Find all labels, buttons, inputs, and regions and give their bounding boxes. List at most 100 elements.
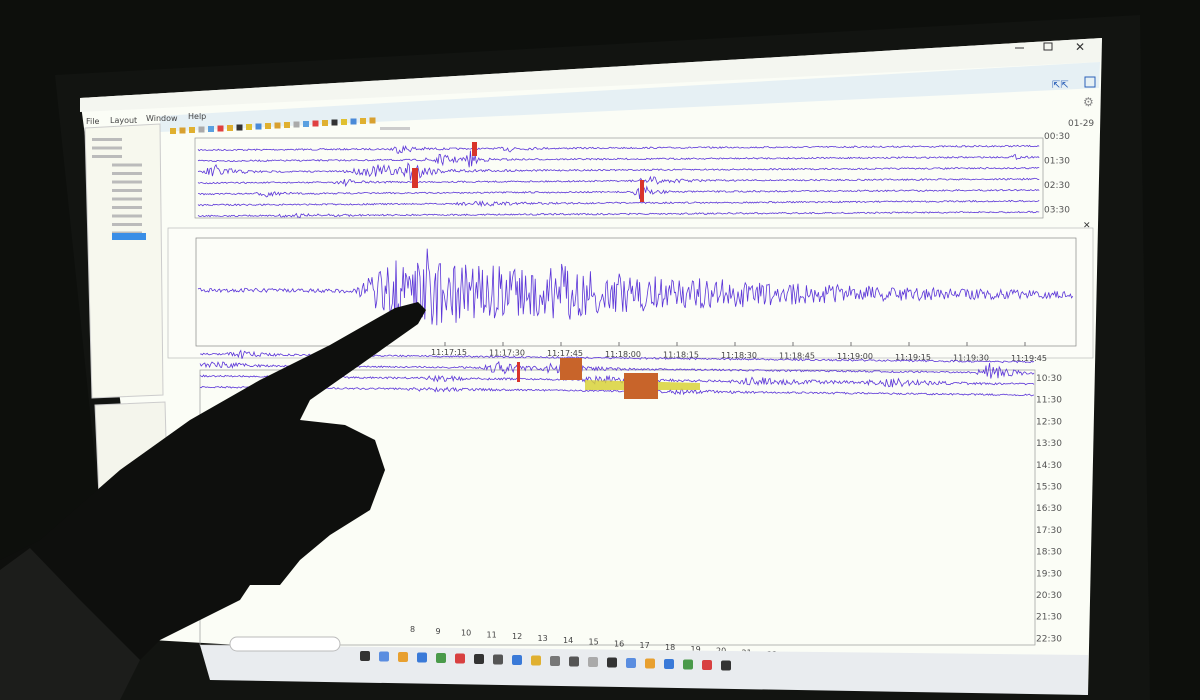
event-pick [517,362,520,382]
station-item[interactable] [112,180,142,184]
minute-tick-label: 11 [487,630,497,639]
toolbar-button[interactable] [341,119,347,125]
toolbar-button[interactable] [236,124,243,131]
toolbar-button[interactable] [198,126,205,133]
minute-tick-label: 12 [512,632,522,641]
toolbar-button[interactable] [369,117,376,124]
minute-tick-label: 14 [563,636,573,645]
taskbar-app-icon[interactable] [493,654,503,665]
tab-bar [160,62,1100,132]
hour-label: 22:30 [1036,634,1062,644]
station-item[interactable] [112,163,142,167]
station-item[interactable] [92,138,122,141]
toolbar-button[interactable] [350,118,357,125]
station-item[interactable] [92,146,122,150]
toolbar-button[interactable] [189,127,195,133]
time-tick-label: 11:19:30 [953,353,989,362]
settings-icon[interactable]: ⚙ [1083,95,1094,109]
toolbar-button[interactable] [274,122,281,129]
taskbar-app-icon[interactable] [360,651,370,661]
taskbar-icons [360,651,731,671]
taskbar-app-icon[interactable] [455,653,465,664]
station-item[interactable] [112,214,142,218]
menu-help[interactable]: Help [188,112,206,121]
taskbar-app-icon[interactable] [702,660,712,670]
toolbar-button[interactable] [312,120,319,127]
hour-label: 01:30 [1044,157,1070,167]
taskbar-app-icon[interactable] [607,657,617,668]
sleeve [0,548,140,700]
minute-tick-label: 15 [589,638,599,647]
station-item[interactable] [92,155,122,158]
toolbar-button[interactable] [217,125,224,132]
toolbar-button[interactable] [246,124,252,130]
restore-button[interactable] [1043,42,1053,51]
station-item[interactable] [112,189,142,192]
helicorder-trace [198,183,1040,199]
hour-label: 17:30 [1036,526,1062,536]
toolbar-button[interactable] [360,118,366,124]
date-label: 01-29 [1068,119,1094,129]
taskbar-app-icon[interactable] [417,652,427,663]
toolbar-button[interactable] [179,127,186,134]
undock-icon[interactable]: ⇱⇱ [1052,80,1069,91]
hour-label: 03:30 [1044,206,1070,216]
taskbar-app-icon[interactable] [512,655,522,665]
hour-label: 14:30 [1036,461,1062,471]
event-pick [412,168,418,188]
taskbar-app-icon[interactable] [379,651,389,662]
minute-tick-label: 19 [691,645,701,654]
helicorder-bottom-hour-labels: 10:30 11:30 12:30 13:30 14:30 15:30 16:30 17:30… [1036,374,1062,688]
toolbar-button[interactable] [293,121,300,128]
taskbar-search[interactable] [229,636,341,652]
hour-label: 15:30 [1036,483,1062,493]
station-item[interactable] [112,197,142,201]
hour-label: 12:30 [1036,417,1062,427]
zoom-panel-close-icon[interactable]: ✕ [1083,221,1091,231]
time-tick-label: 11:18:45 [779,352,815,361]
time-tick-label: 11:18:15 [663,350,699,359]
helicorder-trace [197,162,1040,181]
station-item[interactable] [112,223,142,226]
taskbar-app-icon[interactable] [721,660,731,671]
hour-label: 19:30 [1036,569,1062,579]
pointing-hand [0,302,426,700]
hour-label: 13:30 [1036,439,1062,449]
helicorder-trace [197,210,1040,219]
menu-window[interactable]: Window [146,114,178,123]
taskbar-app-icon[interactable] [436,653,446,663]
taskbar-app-icon[interactable] [531,655,541,666]
zoom-waveform [197,248,1074,327]
menu-file[interactable]: File [86,117,99,126]
taskbar-app-icon[interactable] [683,659,693,670]
station-item[interactable] [112,206,142,209]
event-pick [560,358,582,380]
toolbar-button[interactable] [208,126,214,132]
toolbar-button[interactable] [170,128,176,134]
panel-close-icon[interactable] [1084,76,1096,88]
toolbar-button[interactable] [322,120,328,126]
station-item[interactable] [112,172,142,175]
taskbar-app-icon[interactable] [474,654,484,664]
toolbar-button[interactable] [331,119,338,126]
taskbar-app-icon[interactable] [588,657,598,667]
toolbar-button[interactable] [265,123,271,129]
taskbar-app-icon[interactable] [569,656,579,667]
menu-layout[interactable]: Layout [110,116,137,125]
selected-station[interactable] [112,233,146,240]
toolbar-button[interactable] [284,122,290,128]
toolbar-button[interactable] [227,125,233,131]
taskbar-app-icon[interactable] [664,659,674,669]
taskbar-app-icon[interactable] [626,658,636,668]
time-tick-label: 11:17:30 [489,349,525,358]
toolbar-button[interactable] [255,123,262,130]
toolbar-button[interactable] [303,121,309,127]
helicorder-top-traces [197,142,1040,219]
close-button[interactable]: ✕ [1075,40,1085,54]
zoom-slider[interactable] [380,127,410,130]
taskbar-app-icon[interactable] [645,658,655,669]
taskbar-app-icon[interactable] [550,656,560,666]
time-tick-label: 11:18:00 [605,350,641,359]
window-controls: ✕ [1015,40,1085,54]
taskbar-app-icon[interactable] [398,652,408,662]
